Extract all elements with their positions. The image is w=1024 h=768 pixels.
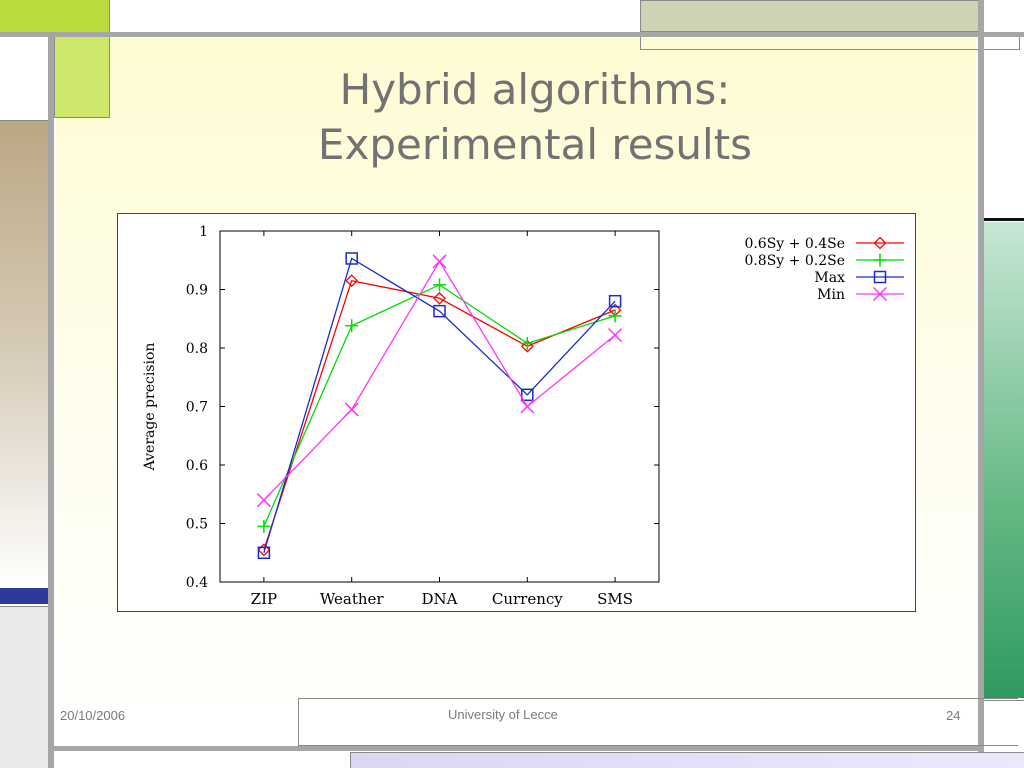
- x-tick-label: DNA: [422, 590, 458, 608]
- x-tick-label: SMS: [597, 590, 633, 608]
- decor-lime-square: [54, 36, 110, 118]
- y-tick-label: 0.7: [186, 400, 208, 416]
- y-tick-label: 0.4: [186, 575, 208, 591]
- data-point-series-2: [257, 519, 271, 533]
- data-point-series-3: [521, 388, 534, 402]
- legend-label-3: Max: [814, 270, 845, 286]
- decor-left-navy-bar: [0, 588, 48, 604]
- footer-organization: University of Lecce: [448, 707, 558, 722]
- y-tick-label: 0.9: [186, 283, 208, 299]
- data-point-series-1: [345, 274, 359, 288]
- decor-frame-top: [0, 32, 1024, 37]
- data-point-series-3: [257, 546, 271, 559]
- legend-marker-2: [873, 253, 887, 267]
- data-point-series-2: [520, 336, 534, 350]
- x-tick-label: ZIP: [251, 590, 277, 608]
- data-point-series-2: [345, 319, 359, 333]
- decor-bottom-lavender: [350, 752, 1024, 768]
- data-point-series-4: [520, 399, 535, 414]
- slide-title: Hybrid algorithms: Experimental results: [317, 65, 753, 169]
- y-tick-label: 0.5: [186, 517, 208, 533]
- y-axis-label: Average precision: [142, 343, 158, 472]
- legend-label-4: Min: [817, 287, 845, 303]
- legend-label-1: 0.6Sy + 0.4Se: [744, 236, 845, 252]
- y-tick-label: 0.8: [186, 341, 208, 357]
- decor-top-olive-outline: [640, 32, 1020, 50]
- chart: 0.4 0.5 0.6 0.7 0.8 0.9 1 ZIP Weather DNA Currency…: [142, 224, 904, 608]
- data-point-series-3: [345, 252, 358, 265]
- data-point-series-4: [608, 328, 623, 343]
- data-point-series-4: [256, 493, 271, 508]
- data-point-series-4: [344, 402, 359, 417]
- decor-left-tan-gradient: [0, 120, 48, 588]
- data-point-series-3: [433, 304, 446, 318]
- decor-right-bottom-outline: [984, 700, 1024, 768]
- legend-marker-1: [873, 236, 887, 250]
- decor-footer-box: [298, 698, 1018, 746]
- y-tick-label: 1: [199, 224, 208, 240]
- decor-frame-bottom: [48, 746, 984, 751]
- data-point-series-1: [433, 291, 446, 305]
- data-point-series-4: [432, 254, 447, 269]
- data-point-series-3: [608, 294, 622, 308]
- series-line-2: [263, 284, 616, 527]
- decor-top-olive: [640, 0, 980, 32]
- decor-right-black-line: [984, 218, 1024, 221]
- series-line-1: [263, 279, 616, 551]
- data-point-series-2: [433, 278, 446, 292]
- chart-frame: 0.4 0.5 0.6 0.7 0.8 0.9 1 ZIP Weather DNA Currency…: [117, 213, 916, 612]
- footer-page-number: 24: [946, 708, 961, 723]
- decor-frame-left: [48, 32, 54, 768]
- series-line-3: [263, 257, 616, 553]
- series-line-4: [263, 260, 616, 501]
- y-tick-label: 0.6: [186, 458, 208, 474]
- x-tick-label: Currency: [492, 590, 563, 608]
- decor-frame-right: [978, 0, 984, 768]
- legend-marker-3: [873, 270, 887, 284]
- data-point-series-2: [608, 309, 622, 323]
- x-tick-label: Weather: [320, 590, 385, 608]
- footer-date: 20/10/2006: [60, 708, 126, 723]
- legend-marker-4: [872, 286, 888, 302]
- legend-label-2: 0.8Sy + 0.2Se: [744, 253, 845, 269]
- decor-left-gray-bottom: [0, 606, 48, 768]
- decor-top-left-lime: [0, 0, 110, 32]
- data-point-series-1: [520, 339, 534, 353]
- decor-right-green-gradient: [984, 222, 1024, 698]
